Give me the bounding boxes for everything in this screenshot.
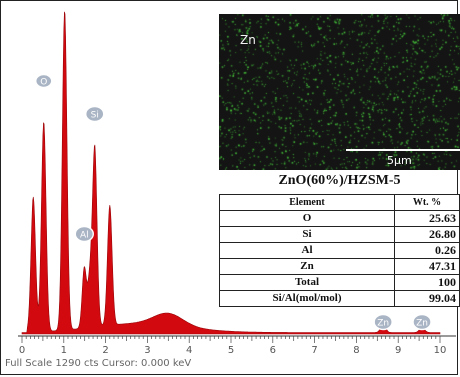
zn-elemental-map: Zn 5µm [219,14,460,170]
x-tick-label: 8 [353,345,359,356]
x-tick-label: 5 [228,345,234,356]
x-tick-label: 4 [186,345,192,356]
scale-bar [346,149,460,151]
x-tick-label: 0 [19,345,25,356]
table-row: Zn 47.31 [219,258,460,275]
peak-label-badge [412,313,432,331]
peak-label-text: O [40,78,47,88]
x-axis: 0 1 2 3 4 5 6 7 8 9 10 [18,335,456,356]
peak-label-badge [35,73,53,89]
scale-bar-label: 5µm [387,154,412,167]
table-row: Total 100 [219,274,460,291]
x-tick-label: 1 [61,345,67,356]
peak-label: Zn [373,313,393,331]
x-tick-label: 2 [102,345,108,356]
header-element: Element [219,194,395,211]
row-value: 25.63 [394,210,460,227]
peak-label: O [35,73,53,89]
peak-label-badge [74,225,94,243]
row-value: 99.04 [394,290,460,307]
header-value: Wt. % [394,194,460,211]
peak-label: Al [74,225,94,243]
peak-label-badge [373,313,393,331]
table-row: Al 0.26 [219,242,460,259]
row-element: Total [219,274,395,291]
status-line: Full Scale 1290 cts Cursor: 0.000 keV [5,358,192,369]
row-element: Al [219,242,395,259]
row-element: Si [219,226,395,243]
peak-label: Zn [412,313,432,331]
map-label: Zn [240,33,256,47]
peak-labels: ZnOSiAlZnZn [35,73,432,331]
peak-label: Si [85,105,105,123]
row-element: Si/Al(mol/mol) [219,290,395,307]
table-row: Si/Al(mol/mol) 99.04 [219,290,460,307]
peak-label-text: Zn [377,319,389,329]
composition-table: Element Wt. % O 25.63 Si 26.80 Al 0.26 Z… [219,194,460,307]
row-value: 26.80 [394,226,460,243]
peak-label-text: Al [80,231,89,241]
row-value: 0.26 [394,242,460,259]
table-row: O 25.63 [219,210,460,227]
peak-label-text: Si [91,111,99,121]
peak-label-badge [85,105,105,123]
x-tick-label: 9 [395,345,401,356]
zn-map-dots [219,14,460,170]
x-tick-label: 3 [144,345,150,356]
row-element: Zn [219,258,395,275]
peak-label-text: Zn [416,319,428,329]
row-value: 47.31 [394,258,460,275]
table-row: Si 26.80 [219,226,460,243]
x-tick-label: 10 [434,345,447,356]
x-tick-label: 6 [270,345,276,356]
x-tick-label: 7 [311,345,317,356]
row-value: 100 [394,274,460,291]
table-header-row: Element Wt. % [219,194,460,211]
sample-title: ZnO(60%)/HZSM-5 [278,173,401,188]
row-element: O [219,210,395,227]
